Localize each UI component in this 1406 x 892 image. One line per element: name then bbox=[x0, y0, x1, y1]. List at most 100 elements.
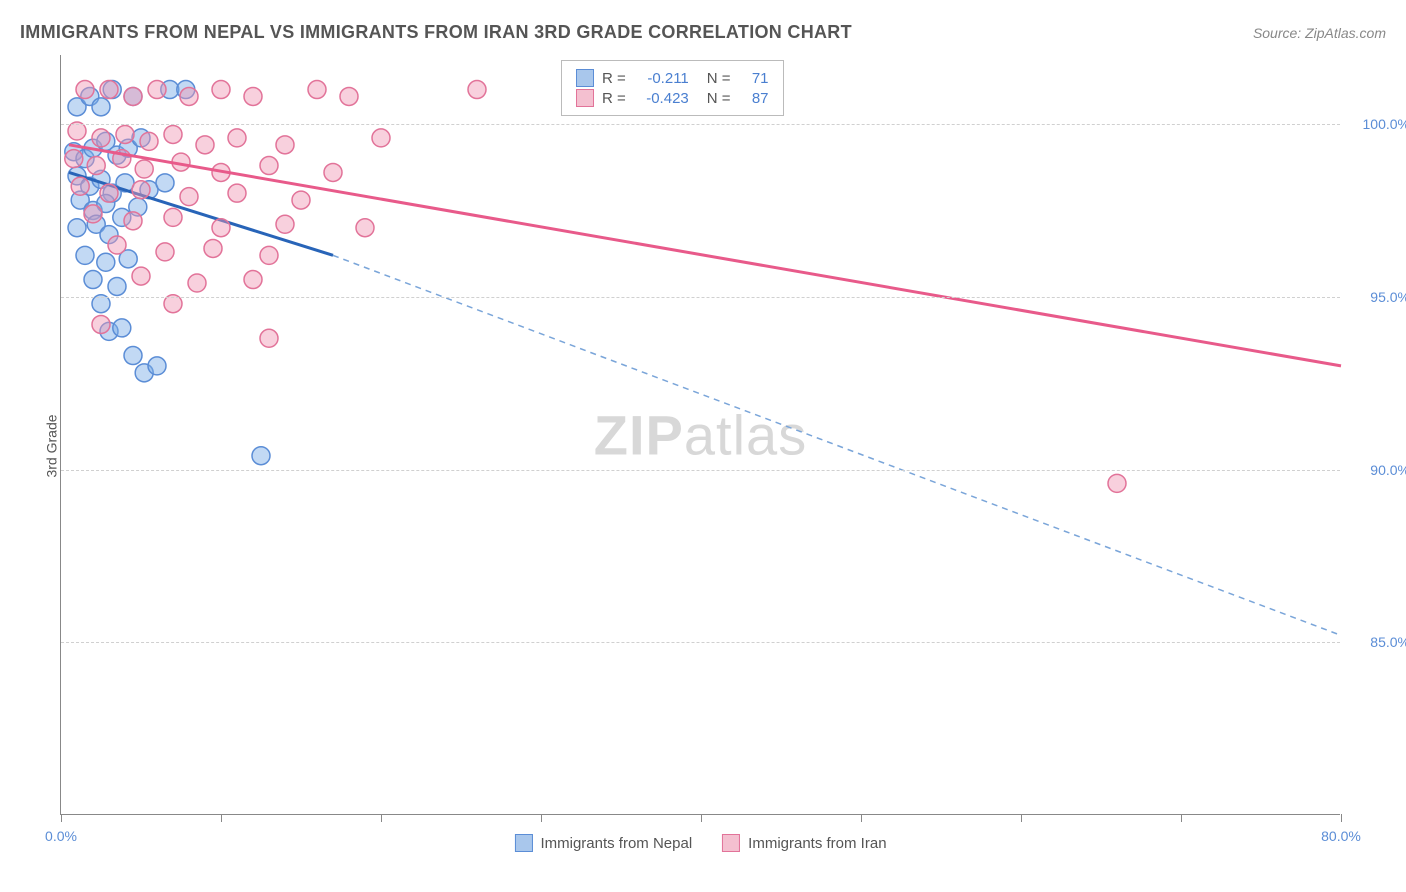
data-point bbox=[180, 87, 198, 105]
data-point bbox=[113, 319, 131, 337]
data-point bbox=[76, 246, 94, 264]
data-point bbox=[260, 157, 278, 175]
chart-svg bbox=[61, 55, 1340, 814]
data-point bbox=[244, 87, 262, 105]
data-point bbox=[92, 98, 110, 116]
data-point bbox=[124, 87, 142, 105]
x-tick bbox=[61, 814, 62, 822]
y-tick-label: 100.0% bbox=[1363, 116, 1406, 132]
x-tick-label: 80.0% bbox=[1321, 828, 1361, 844]
stats-row: R = -0.211 N = 71 bbox=[576, 69, 769, 87]
data-point bbox=[276, 136, 294, 154]
data-point bbox=[252, 447, 270, 465]
data-point bbox=[92, 129, 110, 147]
data-point bbox=[132, 181, 150, 199]
plot-area: ZIPatlas R =-0.211N =71R =-0.423N =87 Im… bbox=[60, 55, 1340, 815]
legend-swatch bbox=[576, 89, 594, 107]
n-value: 87 bbox=[739, 90, 769, 107]
data-point bbox=[196, 136, 214, 154]
r-value: -0.211 bbox=[634, 70, 689, 87]
data-point bbox=[156, 174, 174, 192]
data-point bbox=[292, 191, 310, 209]
n-label: N = bbox=[707, 70, 731, 87]
data-point bbox=[65, 150, 83, 168]
data-point bbox=[156, 243, 174, 261]
data-point bbox=[468, 81, 486, 99]
r-label: R = bbox=[602, 70, 626, 87]
data-point bbox=[164, 125, 182, 143]
data-point bbox=[340, 87, 358, 105]
data-point bbox=[100, 81, 118, 99]
data-point bbox=[276, 215, 294, 233]
legend-swatch bbox=[576, 69, 594, 87]
data-point bbox=[308, 81, 326, 99]
data-point bbox=[148, 357, 166, 375]
data-point bbox=[212, 81, 230, 99]
legend-swatch bbox=[722, 834, 740, 852]
data-point bbox=[148, 81, 166, 99]
gridline bbox=[61, 642, 1340, 643]
data-point bbox=[180, 188, 198, 206]
data-point bbox=[84, 271, 102, 289]
data-point bbox=[92, 315, 110, 333]
r-label: R = bbox=[602, 90, 626, 107]
trend-line-extrapolated bbox=[333, 255, 1341, 635]
gridline bbox=[61, 470, 1340, 471]
x-tick bbox=[1341, 814, 1342, 822]
x-tick bbox=[701, 814, 702, 822]
data-point bbox=[124, 347, 142, 365]
legend-label: Immigrants from Iran bbox=[748, 835, 886, 852]
x-tick bbox=[1021, 814, 1022, 822]
legend-label: Immigrants from Nepal bbox=[540, 835, 692, 852]
legend-item: Immigrants from Nepal bbox=[514, 834, 692, 852]
data-point bbox=[140, 132, 158, 150]
data-point bbox=[84, 205, 102, 223]
x-tick bbox=[541, 814, 542, 822]
data-point bbox=[212, 219, 230, 237]
data-point bbox=[87, 157, 105, 175]
data-point bbox=[76, 81, 94, 99]
gridline bbox=[61, 297, 1340, 298]
data-point bbox=[116, 125, 134, 143]
data-point bbox=[164, 208, 182, 226]
data-point bbox=[100, 184, 118, 202]
data-point bbox=[228, 129, 246, 147]
data-point bbox=[97, 253, 115, 271]
header: IMMIGRANTS FROM NEPAL VS IMMIGRANTS FROM… bbox=[20, 22, 1386, 43]
x-tick bbox=[381, 814, 382, 822]
gridline bbox=[61, 124, 1340, 125]
data-point bbox=[228, 184, 246, 202]
bottom-legend: Immigrants from Nepal Immigrants from Ira… bbox=[514, 834, 886, 852]
data-point bbox=[1108, 474, 1126, 492]
data-point bbox=[372, 129, 390, 147]
y-tick-label: 85.0% bbox=[1370, 634, 1406, 650]
chart-title: IMMIGRANTS FROM NEPAL VS IMMIGRANTS FROM… bbox=[20, 22, 852, 43]
n-label: N = bbox=[707, 90, 731, 107]
data-point bbox=[132, 267, 150, 285]
data-point bbox=[260, 329, 278, 347]
x-tick-label: 0.0% bbox=[45, 828, 77, 844]
legend-swatch bbox=[514, 834, 532, 852]
source-label: Source: ZipAtlas.com bbox=[1253, 25, 1386, 41]
data-point bbox=[108, 236, 126, 254]
data-point bbox=[68, 219, 86, 237]
stats-box: R = -0.211 N = 71 R = -0.423 N = 87 bbox=[561, 60, 784, 116]
x-tick bbox=[861, 814, 862, 822]
data-point bbox=[356, 219, 374, 237]
data-point bbox=[135, 160, 153, 178]
data-point bbox=[71, 177, 89, 195]
y-tick-label: 90.0% bbox=[1370, 462, 1406, 478]
n-value: 71 bbox=[739, 70, 769, 87]
x-tick bbox=[221, 814, 222, 822]
data-point bbox=[108, 277, 126, 295]
r-value: -0.423 bbox=[634, 90, 689, 107]
legend-item: Immigrants from Iran bbox=[722, 834, 886, 852]
data-point bbox=[188, 274, 206, 292]
data-point bbox=[244, 271, 262, 289]
x-tick bbox=[1181, 814, 1182, 822]
y-axis-label: 3rd Grade bbox=[44, 414, 60, 477]
stats-row: R = -0.423 N = 87 bbox=[576, 89, 769, 107]
data-point bbox=[204, 239, 222, 257]
y-tick-label: 95.0% bbox=[1370, 289, 1406, 305]
data-point bbox=[124, 212, 142, 230]
